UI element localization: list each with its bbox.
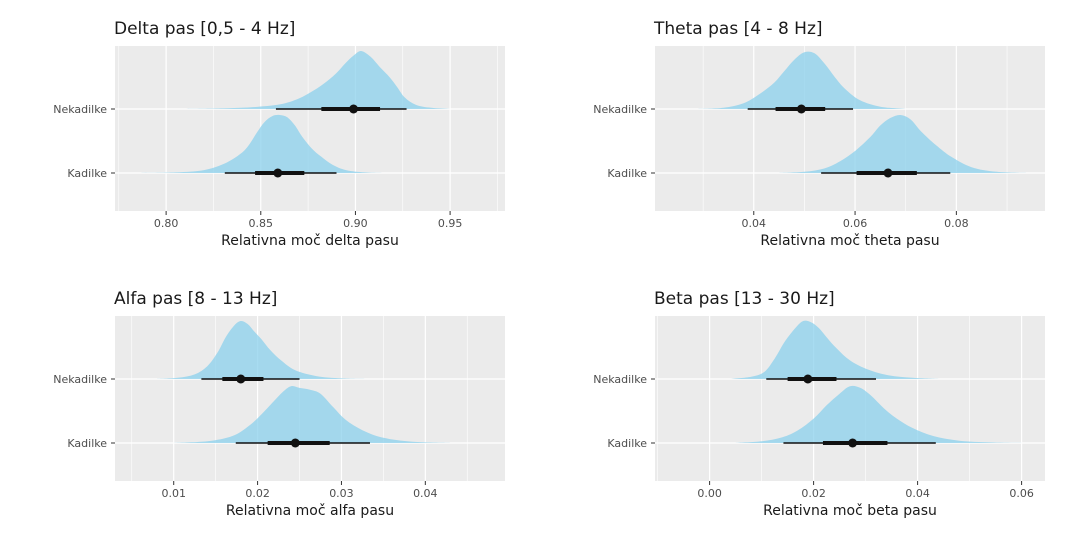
interval-layer	[201, 374, 370, 448]
panel-title: Theta pas [4 - 8 Hz]	[653, 19, 823, 39]
density-layer	[730, 320, 1022, 443]
panel-theta: Theta pas [4 - 8 Hz] 0.04 0.06 0.08 Nekadi…	[593, 19, 1045, 249]
x-axis-label: Relativna moč alfa pasu	[226, 503, 394, 519]
y-tick-label: Nekadilke	[593, 373, 647, 386]
y-axis: Nekadilke Kadilke	[53, 373, 115, 450]
density-layer	[137, 50, 451, 173]
density-kadilke	[735, 385, 1022, 443]
interval-layer	[747, 104, 951, 178]
x-axis: 0.00 0.02 0.04 0.06	[697, 481, 1034, 500]
x-tick-label: 0.95	[438, 217, 463, 230]
y-tick-label: Nekadilke	[593, 103, 647, 116]
x-tick-label: 0.04	[742, 217, 767, 230]
minor-gridlines	[118, 46, 498, 211]
median-point-nekadilke	[349, 104, 359, 114]
x-tick-label: 0.06	[1009, 487, 1034, 500]
panel-beta: Beta pas [13 - 30 Hz] 0.00 0.02 0.04 0.06 N…	[593, 289, 1045, 519]
density-nekadilke	[730, 320, 939, 379]
density-nekadilke	[185, 50, 451, 109]
y-axis: Nekadilke Kadilke	[593, 373, 655, 450]
y-tick-label: Kadilke	[607, 437, 647, 450]
median-point-nekadilke	[803, 374, 813, 384]
x-axis-label: Relativna moč theta pasu	[760, 233, 939, 249]
y-tick-label: Nekadilke	[53, 103, 107, 116]
density-kadilke	[173, 386, 451, 443]
x-tick-label: 0.08	[944, 217, 969, 230]
panel-background	[655, 46, 1045, 211]
x-tick-label: 0.85	[249, 217, 274, 230]
panel-title: Delta pas [0,5 - 4 Hz]	[114, 19, 295, 39]
x-tick-label: 0.00	[697, 487, 722, 500]
panel-alfa: Alfa pas [8 - 13 Hz] 0.01 0.02 0.03 0.04 Ne…	[53, 289, 505, 519]
x-axis-label: Relativna moč delta pasu	[221, 233, 399, 249]
y-tick-label: Kadilke	[67, 437, 107, 450]
median-point-kadilke	[848, 438, 858, 448]
panel-title: Alfa pas [8 - 13 Hz]	[114, 289, 277, 309]
y-tick-label: Kadilke	[607, 167, 647, 180]
density-nekadilke	[698, 51, 906, 109]
x-tick-label: 0.03	[329, 487, 354, 500]
interval-layer	[224, 104, 407, 178]
x-tick-label: 0.80	[154, 217, 179, 230]
panel-background	[115, 46, 505, 211]
x-axis: 0.04 0.06 0.08	[742, 211, 969, 230]
x-tick-label: 0.02	[245, 487, 270, 500]
minor-gridlines	[131, 316, 468, 481]
x-tick-label: 0.02	[801, 487, 826, 500]
y-tick-label: Nekadilke	[53, 373, 107, 386]
x-axis: 0.80 0.85 0.90 0.95	[154, 211, 462, 230]
x-tick-label: 0.90	[343, 217, 368, 230]
median-point-kadilke	[883, 168, 893, 178]
x-tick-label: 0.01	[161, 487, 186, 500]
x-axis: 0.01 0.02 0.03 0.04	[161, 481, 438, 500]
y-axis: Nekadilke Kadilke	[53, 103, 115, 180]
x-axis-label: Relativna moč beta pasu	[763, 503, 937, 519]
x-tick-label: 0.06	[843, 217, 868, 230]
median-point-nekadilke	[796, 104, 806, 114]
x-tick-label: 0.04	[905, 487, 930, 500]
panel-delta: Delta pas [0,5 - 4 Hz] 0.80 0.85 0.90 0.95 …	[53, 19, 505, 249]
median-point-kadilke	[290, 438, 300, 448]
x-tick-label: 0.04	[413, 487, 438, 500]
panel-title: Beta pas [13 - 30 Hz]	[654, 289, 835, 309]
median-point-kadilke	[273, 168, 283, 178]
density-kadilke	[779, 114, 1028, 173]
y-tick-label: Kadilke	[67, 167, 107, 180]
interval-layer	[766, 374, 936, 448]
density-kadilke	[137, 114, 384, 173]
density-layer	[156, 320, 451, 443]
density-layer	[698, 51, 1028, 173]
median-point-nekadilke	[236, 374, 246, 384]
density-nekadilke	[156, 320, 367, 379]
y-axis: Nekadilke Kadilke	[593, 103, 655, 180]
